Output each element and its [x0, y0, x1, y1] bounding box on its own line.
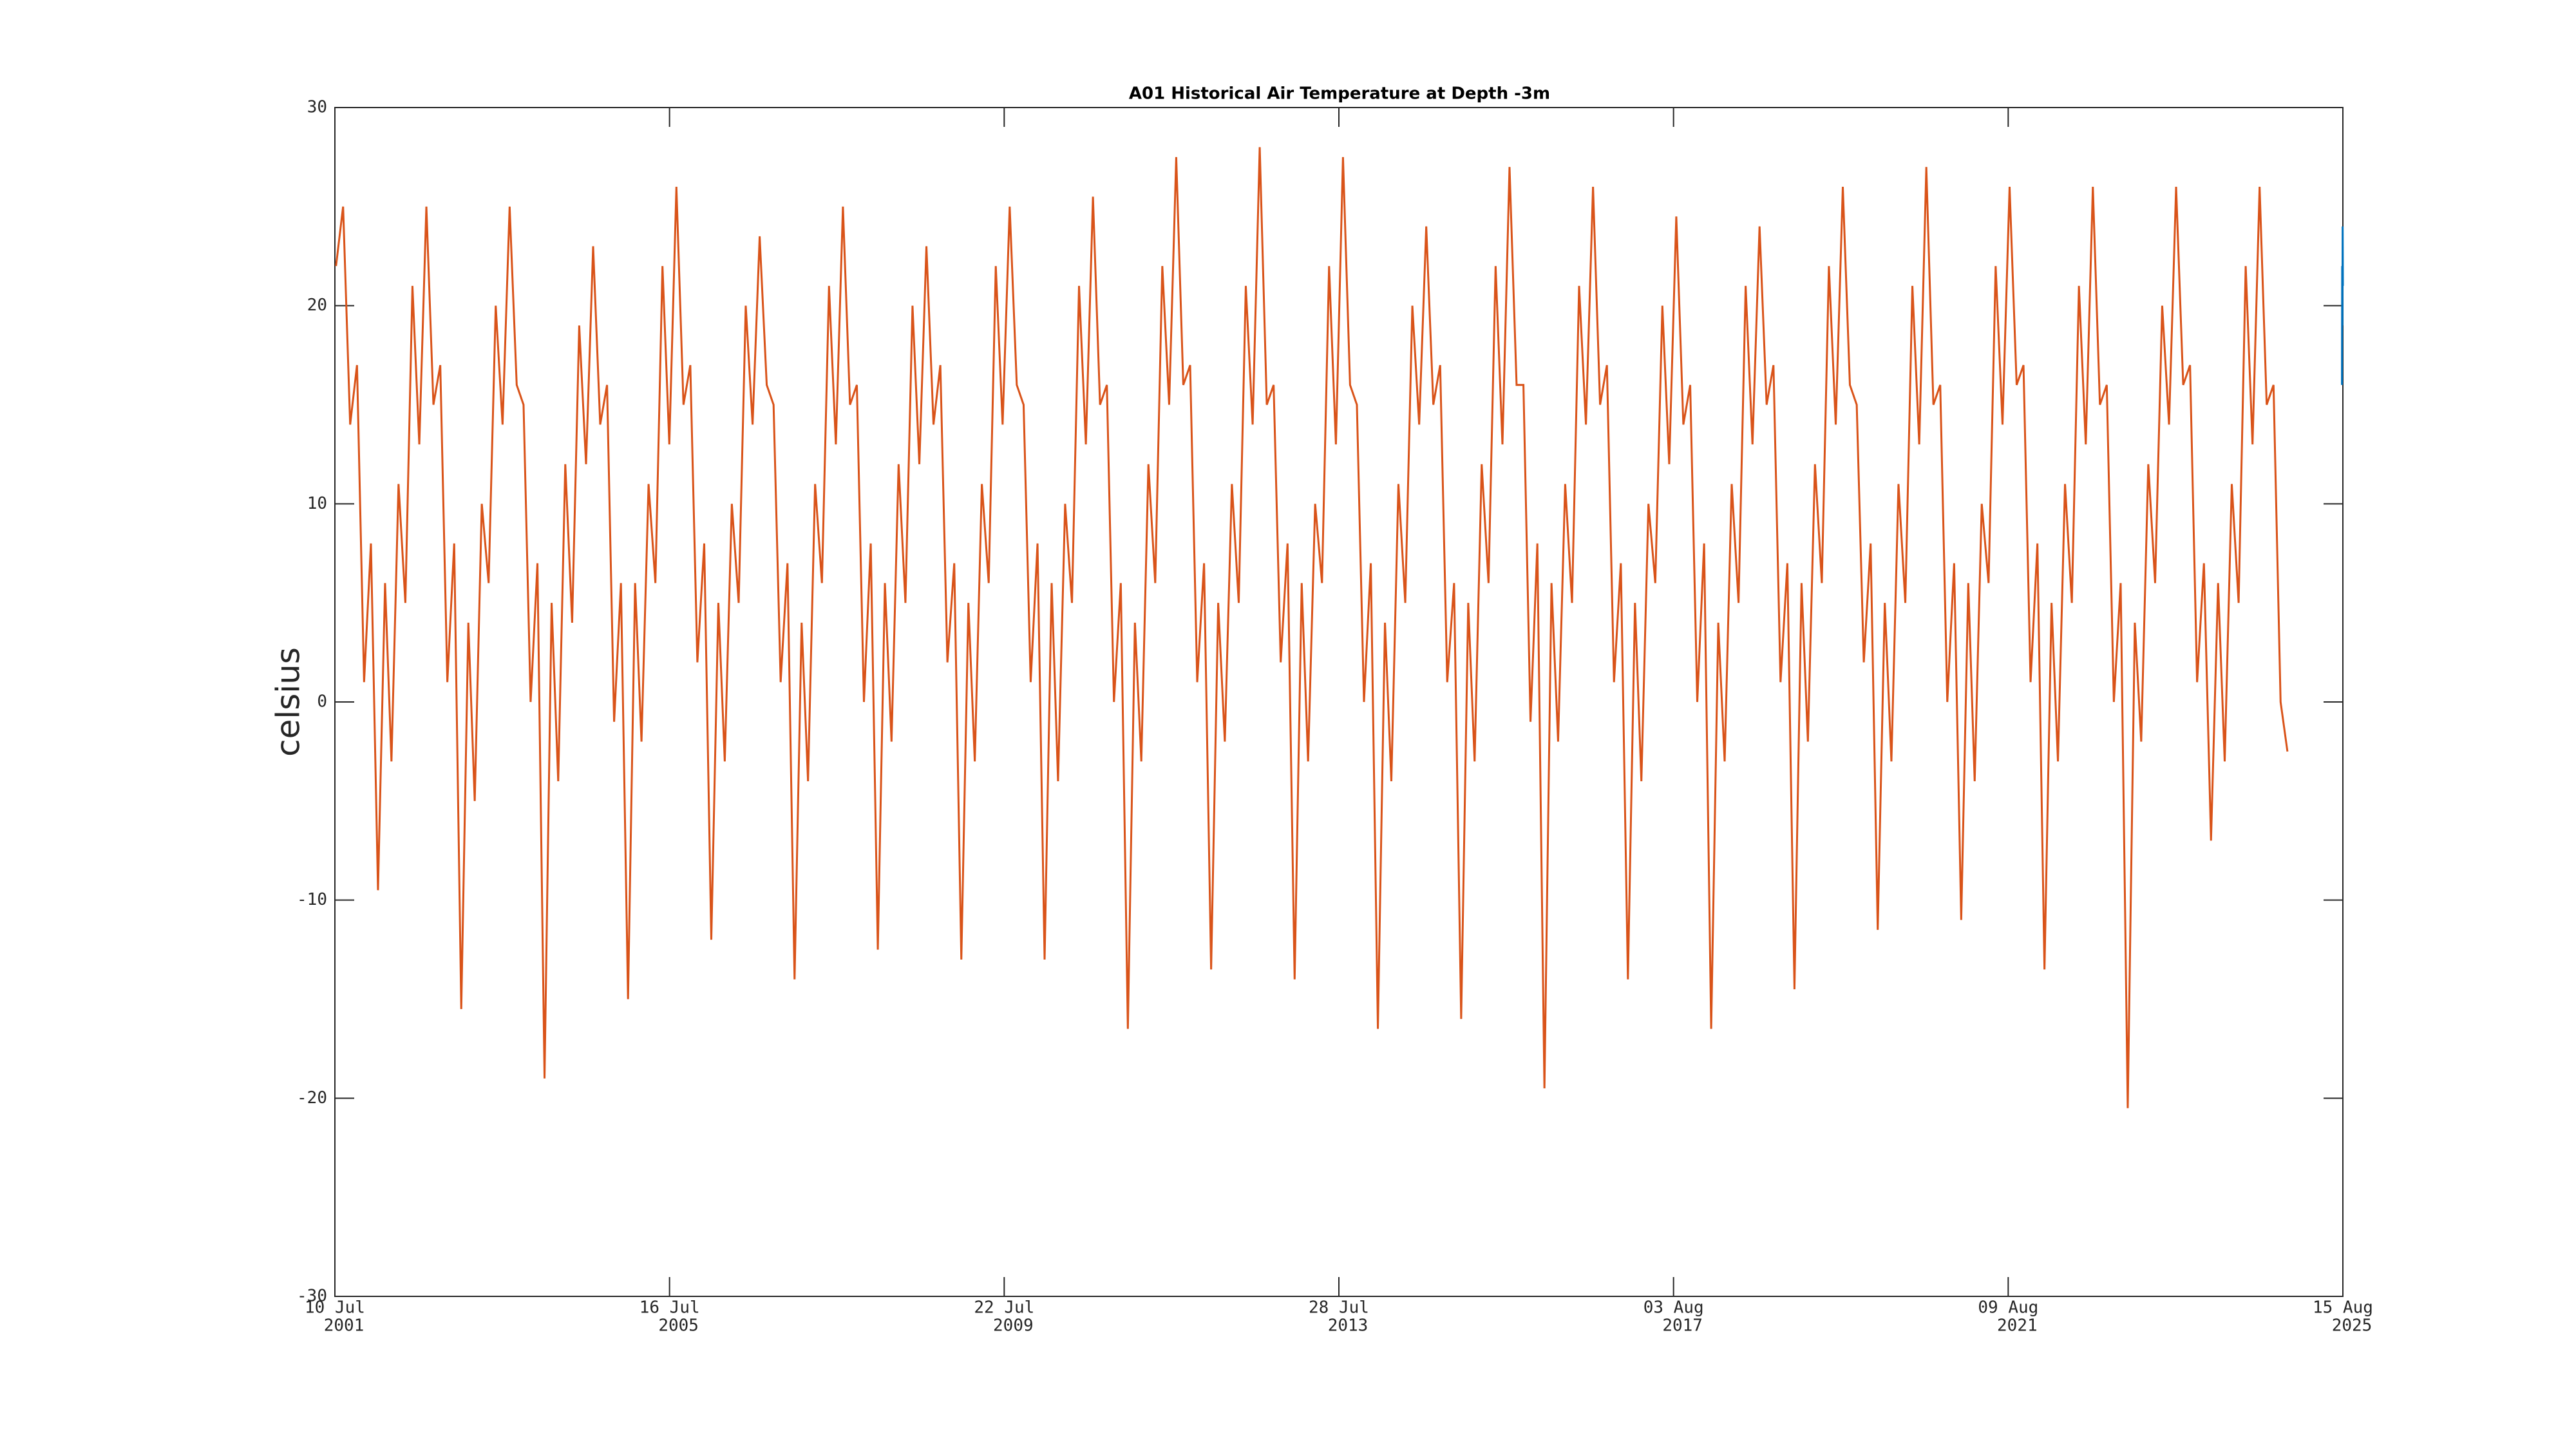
x-tick-label: 28 Jul: [1309, 1298, 1369, 1318]
y-tick-label: -10: [297, 890, 327, 909]
x-tick-label: 09 Aug: [1978, 1298, 2038, 1318]
x-tick-label: 16 Jul: [639, 1298, 700, 1318]
x-tick-label: 2001: [324, 1316, 365, 1336]
y-tick-label: 0: [317, 692, 327, 712]
x-tick-label: 2025: [2332, 1316, 2372, 1336]
x-tick-label: 2005: [658, 1316, 699, 1336]
x-tick-label: 2009: [993, 1316, 1034, 1336]
y-tick-label: -20: [297, 1088, 327, 1108]
x-tick-label: 2013: [1328, 1316, 1368, 1336]
x-tick-label: 03 Aug: [1643, 1298, 1704, 1318]
x-tick-label: 15 Aug: [2313, 1298, 2373, 1318]
x-tick-label: 10 Jul: [305, 1298, 365, 1318]
y-tick-label: 20: [307, 296, 327, 315]
y-tick-label: -30: [297, 1287, 327, 1306]
x-tick-label: 22 Jul: [974, 1298, 1034, 1318]
chart-title: A01 Historical Air Temperature at Depth …: [1129, 84, 1550, 104]
data-line: [2341, 226, 2344, 385]
y-tick-label: 30: [307, 98, 327, 117]
y-tick-label: 10: [307, 494, 327, 513]
x-tick-label: 2017: [1662, 1316, 1703, 1336]
y-axis-label: celsius: [270, 647, 307, 757]
data-line: [335, 147, 2289, 1108]
x-tick-label: 2021: [1997, 1316, 2038, 1336]
